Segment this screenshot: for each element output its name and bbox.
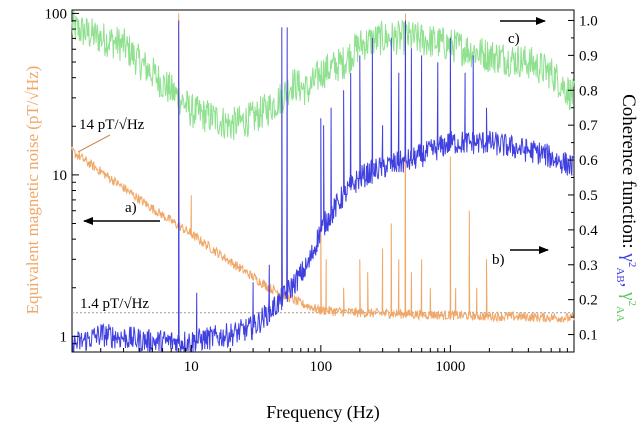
- annotation-14pT-pointer: [77, 134, 111, 153]
- annotation-14pT: 14 pT/√Hz: [79, 117, 145, 133]
- y-left-tick-label: 10: [52, 168, 67, 184]
- y-right-tick-label: 0.4: [579, 223, 598, 239]
- y-left-axis-title: Equivalent magnetic noise (pT/√Hz): [23, 66, 42, 315]
- x-tick-label: 100: [310, 359, 333, 375]
- series-coherence-gamma-ab: [71, 20, 575, 353]
- y-right-tick-label: 0.1: [579, 328, 598, 344]
- annotation-c: c): [508, 31, 520, 47]
- y-left-tick-label: 100: [45, 6, 68, 22]
- annotation-b: b): [492, 252, 505, 268]
- y-right-title-sub-aa: AA: [614, 306, 626, 322]
- y-right-title-main: Coherence function:: [618, 94, 639, 253]
- y-right-tick-label: 1.0: [579, 13, 598, 29]
- annotation-a: a): [125, 200, 137, 216]
- y-left-axis-ticks: 1 10 100: [45, 6, 79, 353]
- y-right-tick-label: 0.3: [579, 258, 598, 274]
- y-right-title-sub-ab: AB: [614, 267, 626, 282]
- y-right-title-sup-aa: 2: [626, 301, 638, 307]
- series-coherence-gamma-aa: [71, 10, 575, 141]
- y-right-title-gamma-ab: γ: [618, 252, 639, 261]
- y-right-tick-label: 0.6: [579, 153, 598, 169]
- y-right-tick-label: 0.5: [579, 188, 598, 204]
- x-tick-label: 1000: [435, 359, 465, 375]
- y-right-axis-title: Coherence function: γ2AB, γ2AA: [614, 94, 639, 322]
- y-right-axis-ticks: 0.1 0.2 0.3 0.4 0.5 0.6 0.7 0.8 0.9 1.0: [568, 13, 598, 353]
- y-right-title-gamma-aa: γ: [618, 291, 639, 300]
- x-axis-ticks: 10 100 1000: [100, 345, 575, 375]
- reference-line-label: 1.4 pT/√Hz: [80, 296, 149, 312]
- y-right-tick-label: 0.7: [579, 118, 598, 134]
- y-right-title-separator: ,: [618, 283, 639, 293]
- series-magnetic-noise: [71, 13, 575, 324]
- y-right-tick-label: 0.9: [579, 48, 598, 64]
- plot-frame: [71, 9, 575, 353]
- y-left-tick-label: 1: [60, 329, 68, 345]
- x-tick-label: 10: [184, 359, 199, 375]
- x-axis-title: Frequency (Hz): [266, 402, 379, 423]
- y-right-tick-label: 0.2: [579, 293, 598, 309]
- y-right-tick-label: 0.8: [579, 83, 598, 99]
- y-right-title-sup-ab: 2: [626, 262, 638, 268]
